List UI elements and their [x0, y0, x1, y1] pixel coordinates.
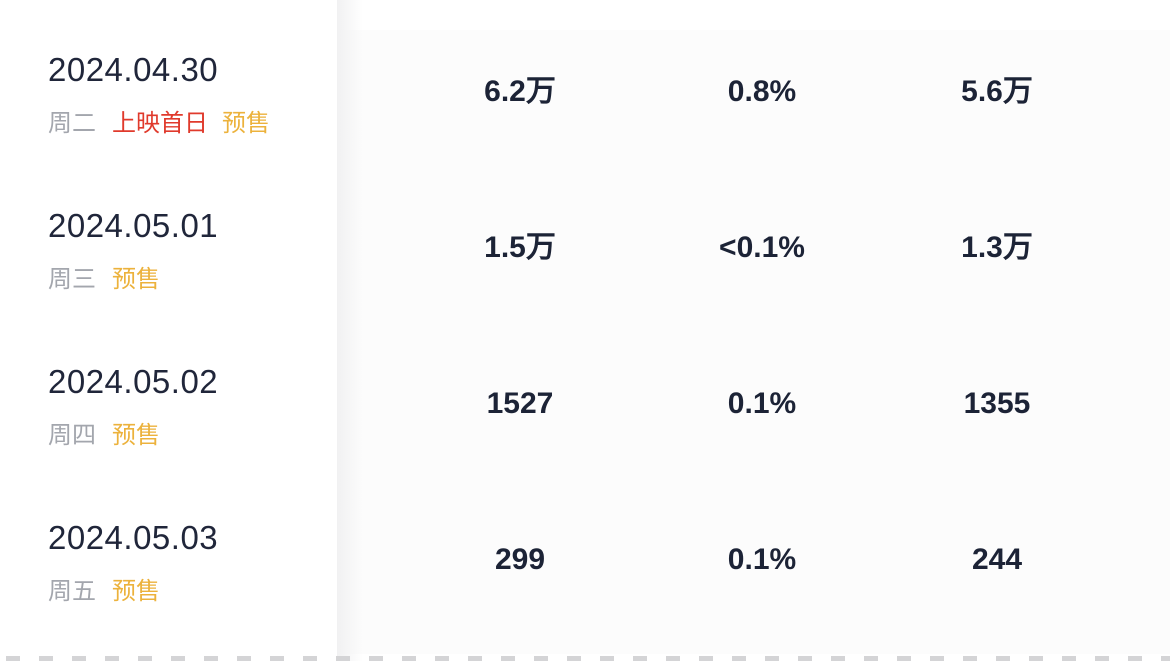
value-cell: 244 [971, 543, 1023, 576]
date-cell: 2024.04.30 周二 上映首日 预售 [0, 30, 340, 186]
presale-tag: 预售 [112, 266, 160, 293]
date-cell: 2024.05.02 周四 预售 [0, 342, 340, 498]
value-cell: 1.5万 [484, 231, 556, 264]
date-label: 2024.05.01 [48, 207, 219, 244]
percent-cell: <0.1% [719, 231, 805, 264]
table-rows-container: 2024.04.30 周二 上映首日 预售 6.2万 0.8% 5.6万 2024.05.01… [0, 30, 1170, 654]
date-label: 2024.05.03 [48, 519, 219, 556]
date-sub-labels: 周五 预售 [48, 577, 340, 607]
presale-tag: 预售 [112, 578, 160, 605]
date-label: 2024.04.30 [48, 51, 219, 88]
presale-tag: 预售 [222, 110, 270, 137]
value-cells: 1.5万 <0.1% 1.3万 [340, 186, 1170, 342]
weekday-label: 周四 [48, 422, 96, 449]
weekday-label: 周五 [48, 578, 96, 605]
table-row: 2024.05.01 周三 预售 1.5万 <0.1% 1.3万 [0, 186, 1170, 342]
date-cell: 2024.05.01 周三 预售 [0, 186, 340, 342]
table-row: 2024.05.03 周五 预售 299 0.1% 244 [0, 498, 1170, 654]
percent-cell: 0.8% [727, 75, 797, 108]
value-cells: 299 0.1% 244 [340, 498, 1170, 654]
table-row: 2024.04.30 周二 上映首日 预售 6.2万 0.8% 5.6万 [0, 30, 1170, 186]
weekday-label: 周三 [48, 266, 96, 293]
date-cell: 2024.05.03 周五 预售 [0, 498, 340, 654]
value-cell: 1527 [486, 387, 554, 420]
value-cell: 1355 [963, 387, 1031, 420]
bottom-dashed-border [6, 656, 1170, 661]
value-cell: 5.6万 [961, 75, 1033, 108]
value-cell: 1.3万 [961, 231, 1033, 264]
value-cell: 6.2万 [484, 75, 556, 108]
weekday-label: 周二 [48, 110, 96, 137]
value-cells: 1527 0.1% 1355 [340, 342, 1170, 498]
release-first-day-tag: 上映首日 [112, 110, 208, 137]
date-sub-labels: 周三 预售 [48, 265, 340, 295]
table-row: 2024.05.02 周四 预售 1527 0.1% 1355 [0, 342, 1170, 498]
date-sub-labels: 周二 上映首日 预售 [48, 109, 340, 139]
value-cell: 299 [494, 543, 546, 576]
date-sub-labels: 周四 预售 [48, 421, 340, 451]
percent-cell: 0.1% [727, 387, 797, 420]
date-label: 2024.05.02 [48, 363, 219, 400]
percent-cell: 0.1% [727, 543, 797, 576]
presale-tag: 预售 [112, 422, 160, 449]
value-cells: 6.2万 0.8% 5.6万 [340, 30, 1170, 186]
